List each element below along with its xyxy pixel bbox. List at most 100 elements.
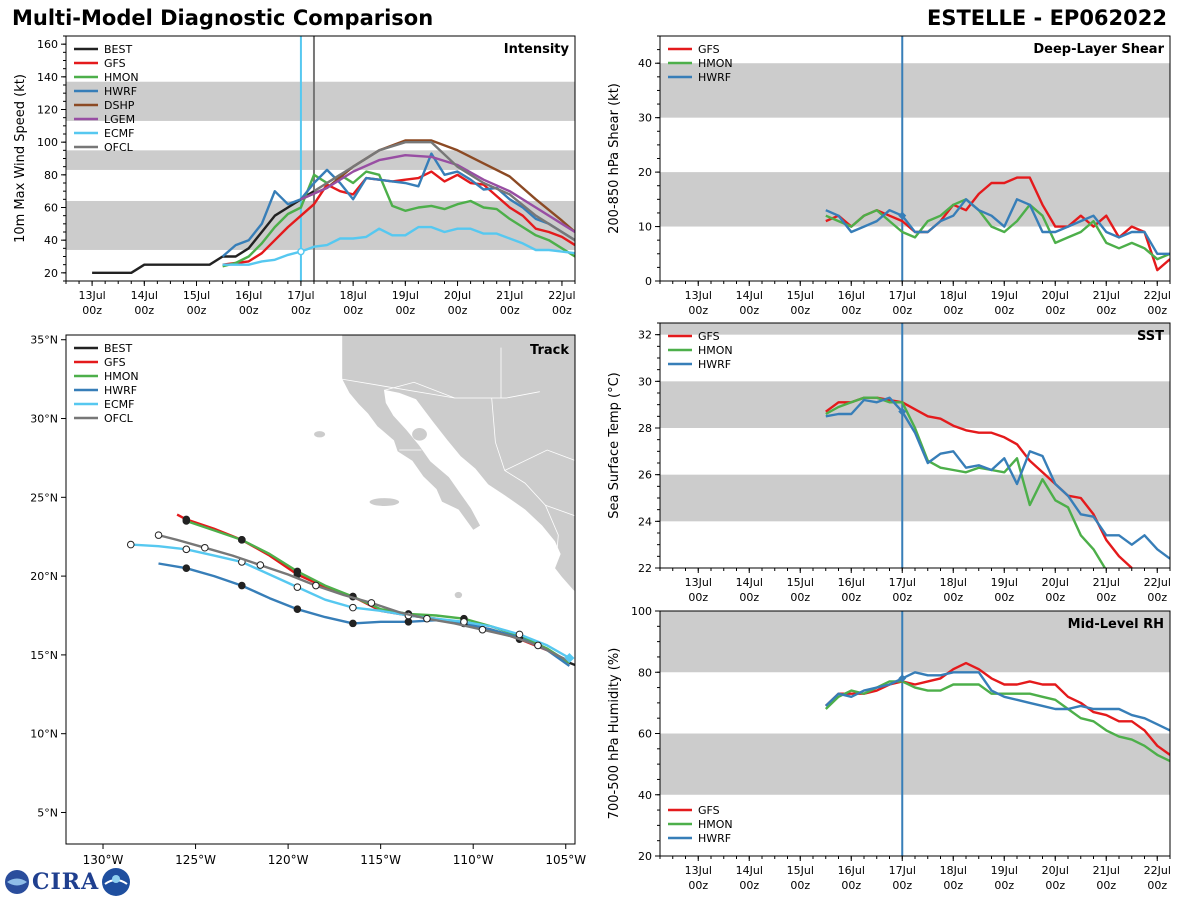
shear-ytick-label: 30 bbox=[638, 112, 652, 125]
shear-xtick-label-day: 13Jul bbox=[685, 289, 712, 302]
track-legend-label-hmon: HMON bbox=[104, 370, 139, 383]
shear-legend-label-gfs: GFS bbox=[698, 43, 720, 56]
state-border-5 bbox=[545, 504, 575, 517]
track-marker-ofcl bbox=[201, 543, 209, 552]
sst-xtick-label-day: 17Jul bbox=[889, 576, 916, 589]
track-ytick-label: 25°N bbox=[30, 491, 58, 504]
track-series-ecmf bbox=[130, 543, 570, 660]
sst-legend-label-hwrf: HWRF bbox=[698, 358, 731, 371]
track-marker-hmon bbox=[293, 567, 302, 576]
sst-xtick-label-day: 18Jul bbox=[940, 576, 967, 589]
sst-hwrf-marker bbox=[898, 407, 907, 416]
intensity-ytick-label: 80 bbox=[44, 169, 58, 182]
sst-xtick-label-hour: 00z bbox=[739, 591, 759, 604]
track-marker-best bbox=[594, 671, 601, 678]
island-3 bbox=[454, 591, 463, 599]
intensity-ytick-label: 120 bbox=[37, 104, 58, 117]
track-legend-label-ecmf: ECMF bbox=[104, 398, 134, 411]
track-map-area bbox=[126, 335, 629, 690]
shear-plot-area bbox=[660, 36, 1170, 281]
track-ytick-label: 20°N bbox=[30, 570, 58, 583]
intensity-ytick-label: 20 bbox=[44, 267, 58, 280]
intensity-xtick-label-day: 22Jul bbox=[548, 289, 575, 302]
track-legend-label-hwrf: HWRF bbox=[104, 384, 137, 397]
shear-xtick-label-hour: 00z bbox=[739, 304, 759, 317]
panel-sst: 22 24 26 28 30 32 13Jul 00z 14Jul 00z 15Jul 00z 16Ju… bbox=[607, 322, 1171, 604]
intensity-ytick-label: 160 bbox=[37, 38, 58, 51]
sst-xtick-label-hour: 00z bbox=[1045, 591, 1065, 604]
track-ytick-label: 5°N bbox=[37, 806, 58, 819]
track-legend-label-best: BEST bbox=[104, 342, 132, 355]
sst-plot-area bbox=[660, 323, 1170, 568]
rh-ytick-label: 40 bbox=[638, 789, 652, 802]
sst-legend-label-hmon: HMON bbox=[698, 344, 733, 357]
intensity-ytick-label: 40 bbox=[44, 234, 58, 247]
rh-xtick-label-hour: 00z bbox=[739, 879, 759, 892]
intensity-xtick-label-hour: 00z bbox=[552, 304, 572, 317]
shear-xtick-label-hour: 00z bbox=[1045, 304, 1065, 317]
sst-xtick-label-hour: 00z bbox=[943, 591, 963, 604]
shear-ylabel: 200-850 hPa Shear (kt) bbox=[607, 83, 622, 234]
shear-xtick-label-day: 17Jul bbox=[889, 289, 916, 302]
intensity-xtick-label-day: 18Jul bbox=[339, 289, 366, 302]
shear-series-gfs bbox=[825, 176, 1170, 272]
shear-xtick-label-hour: 00z bbox=[892, 304, 912, 317]
shear-xtick-label-day: 16Jul bbox=[838, 289, 865, 302]
track-xtick-label: 115°W bbox=[360, 853, 401, 867]
sst-xtick-label-hour: 00z bbox=[892, 591, 912, 604]
sst-xtick-label-hour: 00z bbox=[841, 591, 861, 604]
rh-hwrf-marker bbox=[898, 674, 907, 683]
track-marker-ecmf bbox=[182, 545, 191, 554]
intensity-legend-label-hmon: HMON bbox=[104, 71, 139, 84]
sst-band-0 bbox=[660, 474, 1170, 522]
shear-xtick-label-day: 18Jul bbox=[940, 289, 967, 302]
sst-xtick-label-day: 16Jul bbox=[838, 576, 865, 589]
track-marker-hmon bbox=[238, 536, 246, 544]
rh-legend-label-hmon: HMON bbox=[698, 818, 733, 831]
shear-xtick-label-hour: 00z bbox=[1147, 304, 1167, 317]
shear-xtick-label-day: 22Jul bbox=[1144, 289, 1171, 302]
rh-xtick-label-day: 16Jul bbox=[838, 864, 865, 877]
intensity-ytick-label: 140 bbox=[37, 71, 58, 84]
shear-xtick-label-hour: 00z bbox=[688, 304, 708, 317]
panel-intensity: 20 40 60 80 100 120 140 160 13Jul 00z 14Jul 00z 15Ju… bbox=[13, 35, 576, 317]
intensity-xtick-label-day: 21Jul bbox=[496, 289, 523, 302]
shear-series-hwrf bbox=[825, 198, 1170, 256]
intensity-title: Intensity bbox=[504, 42, 570, 57]
intensity-xtick-label-day: 17Jul bbox=[287, 289, 314, 302]
intensity-series-hwrf bbox=[221, 152, 575, 258]
intensity-legend-label-gfs: GFS bbox=[104, 57, 126, 70]
panel-shear: 0 10 20 30 40 13Jul 00z 14Jul 00z 15Jul 00z 16Jul 00… bbox=[607, 35, 1171, 317]
intensity-xtick-label-hour: 00z bbox=[500, 304, 520, 317]
shear-xtick-label-hour: 00z bbox=[943, 304, 963, 317]
intensity-legend-label-hwrf: HWRF bbox=[104, 85, 137, 98]
track-xtick-label: 130°W bbox=[83, 853, 124, 867]
rh-xtick-label-hour: 00z bbox=[892, 879, 912, 892]
shear-xtick-label-hour: 00z bbox=[790, 304, 810, 317]
rh-xtick-label-hour: 00z bbox=[1096, 879, 1116, 892]
track-marker-ofcl bbox=[534, 641, 542, 650]
track-marker-hwrf bbox=[293, 605, 302, 613]
rh-xtick-label-hour: 00z bbox=[688, 879, 708, 892]
track-marker-best bbox=[622, 683, 629, 690]
shear-band-0 bbox=[660, 172, 1170, 227]
shear-xtick-label-day: 19Jul bbox=[991, 289, 1018, 302]
rh-xtick-label-day: 20Jul bbox=[1042, 864, 1069, 877]
intensity-xtick-label-hour: 00z bbox=[343, 304, 363, 317]
rh-ylabel: 700-500 hPa Humidity (%) bbox=[607, 648, 622, 820]
intensity-ytick-label: 60 bbox=[44, 202, 58, 215]
sst-ylabel: Sea Surface Temp (°C) bbox=[607, 372, 622, 519]
rh-xtick-label-day: 19Jul bbox=[991, 864, 1018, 877]
sst-xtick-label-day: 13Jul bbox=[685, 576, 712, 589]
sst-series-hwrf bbox=[825, 396, 1170, 560]
rh-xtick-label-day: 18Jul bbox=[940, 864, 967, 877]
intensity-ecmf-marker bbox=[297, 247, 305, 256]
track-xtick-label: 125°W bbox=[175, 853, 216, 867]
logo-text: CIRA bbox=[32, 869, 100, 895]
sst-ytick-label: 22 bbox=[638, 562, 652, 575]
intensity-xtick-label-day: 13Jul bbox=[78, 289, 105, 302]
rh-legend-label-hwrf: HWRF bbox=[698, 832, 731, 845]
shear-ytick-label: 40 bbox=[638, 57, 652, 70]
rh-xtick-label-day: 15Jul bbox=[787, 864, 814, 877]
rh-plot-area bbox=[660, 611, 1170, 856]
